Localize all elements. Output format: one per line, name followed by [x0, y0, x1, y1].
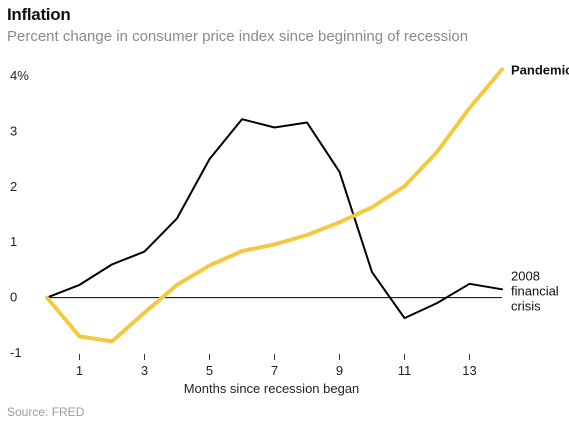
financial-crisis-series-line: [46, 118, 503, 320]
chart-subtitle: Percent change in consumer price index s…: [7, 28, 469, 45]
x-tick-label: 3: [141, 363, 148, 378]
y-tick-label: 2: [10, 179, 17, 194]
y-axis: -1 0 1 2 3 4%: [10, 68, 29, 360]
source-note: Source: FRED: [7, 405, 85, 419]
pandemic-series-line: [45, 67, 504, 344]
x-tick-label: 7: [271, 363, 278, 378]
x-axis-label: Months since recession began: [184, 381, 360, 396]
series-lines: [45, 67, 504, 344]
y-tick-label: 1: [10, 234, 17, 249]
x-tick-label: 13: [462, 363, 476, 378]
x-tick-label: 5: [206, 363, 213, 378]
series-labels: 2008 financial crisis Pandemic: [511, 62, 569, 313]
y-tick-label: 3: [10, 123, 17, 138]
financial-crisis-series-label: 2008 financial crisis: [511, 268, 559, 313]
pandemic-series-label: Pandemic: [511, 62, 569, 77]
x-tick-label: 11: [398, 363, 412, 378]
y-tick-label: 4%: [10, 68, 29, 83]
x-tick-label: 1: [76, 363, 83, 378]
chart-title: Inflation: [7, 5, 71, 24]
y-tick-label: -1: [10, 345, 22, 360]
y-tick-label: 0: [10, 290, 17, 305]
x-tick-label: 9: [336, 363, 343, 378]
x-axis: 1 3 5 7 9 11 13: [76, 354, 477, 378]
